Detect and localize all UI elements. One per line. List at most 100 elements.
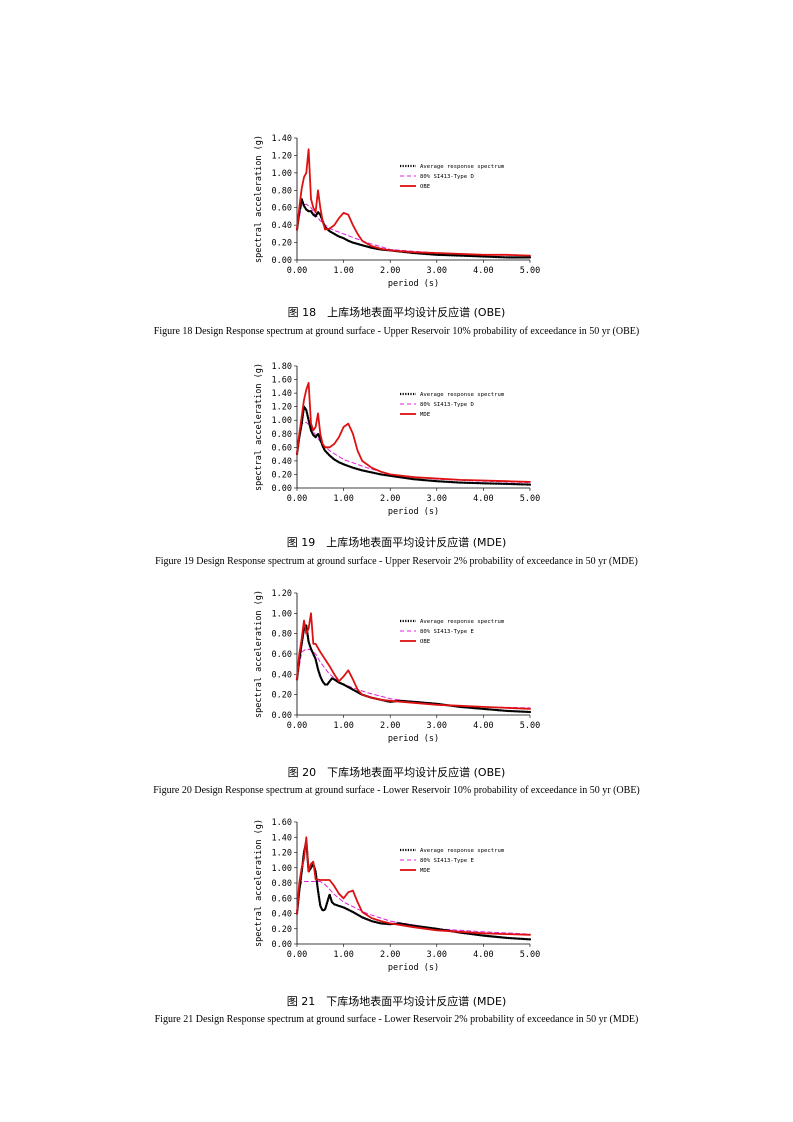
legend-label-0: Average response spectrum (420, 392, 505, 398)
x-tick-label: 0.00 (287, 494, 307, 504)
y-tick-label: 0.00 (272, 940, 292, 950)
x-tick-label: 4.00 (473, 950, 493, 960)
x-tick-label: 3.00 (427, 950, 447, 960)
legend-label-0: Average response spectrum (420, 619, 505, 625)
y-tick-label: 1.00 (272, 609, 292, 619)
legend-label-1: 80% SI413-Type E (420, 858, 475, 864)
x-axis-label: period (s) (388, 279, 439, 289)
x-tick-label: 3.00 (427, 494, 447, 504)
y-tick-label: 1.20 (272, 589, 292, 599)
chart-fig18: 0.00 0.20 0.40 0.60 0.80 1.00 1.20 1.40 0.00 1.00… (254, 134, 540, 289)
caption-en-fig20: Figure 20 Design Response spectrum at gr… (153, 785, 640, 796)
x-tick-label: 5.00 (520, 494, 540, 504)
y-tick-label: 0.20 (272, 691, 292, 701)
series-line-2 (296, 382, 531, 483)
legend-label-2: OBE (420, 184, 431, 190)
caption-cn-fig21: 图 21 下库场地表面平均设计反应谱 (MDE) (286, 995, 507, 1008)
y-tick-label: 0.20 (272, 470, 292, 480)
x-tick-label: 4.00 (473, 494, 493, 504)
y-tick-label: 1.00 (272, 416, 292, 426)
x-tick-label: 1.00 (333, 721, 353, 731)
series-line-1 (296, 421, 531, 484)
caption-en-fig18: Figure 18 Design Response spectrum at gr… (153, 326, 640, 337)
legend-label-2: MDE (420, 868, 431, 874)
y-tick-label: 0.80 (272, 186, 292, 196)
caption-en-fig21: Figure 21 Design Response spectrum at gr… (154, 1014, 639, 1025)
y-axis-label: spectral acceleration (g) (254, 363, 264, 491)
x-tick-label: 2.00 (380, 721, 400, 731)
y-tick-label: 0.80 (272, 630, 292, 640)
y-tick-label: 1.40 (272, 833, 292, 843)
series-line-2 (296, 836, 531, 936)
chart-fig20: 0.00 0.20 0.40 0.60 0.80 1.00 1.20 0.00 1.00 2.00… (254, 589, 540, 744)
caption-cn-fig19: 图 19 上库场地表面平均设计反应谱 (MDE) (286, 536, 507, 549)
chart-fig21: 0.00 0.20 0.40 0.60 0.80 1.00 1.20 1.40 1.60 0.00… (254, 818, 540, 973)
y-axis-label: spectral acceleration (g) (254, 819, 264, 947)
y-tick-label: 0.60 (272, 443, 292, 453)
series-line-0 (295, 624, 532, 714)
x-tick-label: 3.00 (427, 266, 447, 276)
y-tick-label: 0.20 (272, 925, 292, 935)
y-tick-label: 0.00 (272, 484, 292, 494)
series-line-0 (295, 840, 532, 941)
series-line-0 (295, 405, 532, 486)
x-axis-label: period (s) (388, 963, 439, 973)
y-tick-label: 0.60 (272, 204, 292, 214)
y-tick-label: 0.60 (272, 894, 292, 904)
legend-label-0: Average response spectrum (420, 848, 505, 854)
y-tick-label: 1.20 (272, 849, 292, 859)
y-tick-label: 0.40 (272, 457, 292, 467)
y-tick-label: 1.00 (272, 864, 292, 874)
x-tick-label: 5.00 (520, 950, 540, 960)
x-tick-label: 2.00 (380, 950, 400, 960)
x-axis-label: period (s) (388, 734, 439, 744)
x-tick-label: 1.00 (333, 494, 353, 504)
x-axis-label: period (s) (388, 507, 439, 517)
legend-label-1: 80% SI413-Type E (420, 629, 475, 635)
x-tick-label: 3.00 (427, 721, 447, 731)
y-tick-label: 0.40 (272, 221, 292, 231)
y-tick-label: 1.80 (272, 362, 292, 372)
series-line-1 (296, 203, 531, 257)
legend-label-2: OBE (420, 639, 431, 645)
y-tick-label: 0.00 (272, 711, 292, 721)
y-tick-label: 0.40 (272, 670, 292, 680)
caption-en-fig19: Figure 19 Design Response spectrum at gr… (155, 556, 638, 567)
series-line-2 (296, 612, 531, 710)
x-tick-label: 5.00 (520, 266, 540, 276)
y-tick-label: 1.20 (272, 403, 292, 413)
y-tick-label: 1.40 (272, 389, 292, 399)
x-tick-label: 4.00 (473, 266, 493, 276)
chart-fig19: 0.00 0.20 0.40 0.60 0.80 1.00 1.20 1.40 1.60 1.80… (254, 362, 540, 517)
legend-label-1: 80% SI413-Type D (420, 174, 475, 180)
x-tick-label: 5.00 (520, 721, 540, 731)
y-tick-label: 0.20 (272, 239, 292, 249)
caption-cn-fig18: 图 18 上库场地表面平均设计反应谱 (OBE) (287, 306, 506, 319)
y-tick-label: 0.60 (272, 650, 292, 660)
y-tick-label: 0.80 (272, 879, 292, 889)
series-line-2 (296, 148, 531, 257)
y-tick-label: 0.40 (272, 910, 292, 920)
legend-label-1: 80% SI413-Type D (420, 402, 475, 408)
x-tick-label: 1.00 (333, 950, 353, 960)
x-tick-label: 1.00 (333, 266, 353, 276)
y-tick-label: 0.80 (272, 430, 292, 440)
x-tick-label: 2.00 (380, 266, 400, 276)
y-axis-label: spectral acceleration (g) (254, 590, 264, 718)
y-tick-label: 1.20 (272, 151, 292, 161)
legend-label-0: Average response spectrum (420, 164, 505, 170)
x-tick-label: 0.00 (287, 950, 307, 960)
y-tick-label: 0.00 (272, 256, 292, 266)
x-tick-label: 2.00 (380, 494, 400, 504)
legend-label-2: MDE (420, 412, 431, 418)
y-axis-label: spectral acceleration (g) (254, 135, 264, 263)
y-tick-label: 1.60 (272, 818, 292, 828)
y-tick-label: 1.60 (272, 376, 292, 386)
x-tick-label: 0.00 (287, 721, 307, 731)
x-tick-label: 4.00 (473, 721, 493, 731)
x-tick-label: 0.00 (287, 266, 307, 276)
series-line-0 (295, 197, 532, 259)
y-tick-label: 1.00 (272, 169, 292, 179)
y-tick-label: 1.40 (272, 134, 292, 144)
caption-cn-fig20: 图 20 下库场地表面平均设计反应谱 (OBE) (287, 766, 506, 779)
